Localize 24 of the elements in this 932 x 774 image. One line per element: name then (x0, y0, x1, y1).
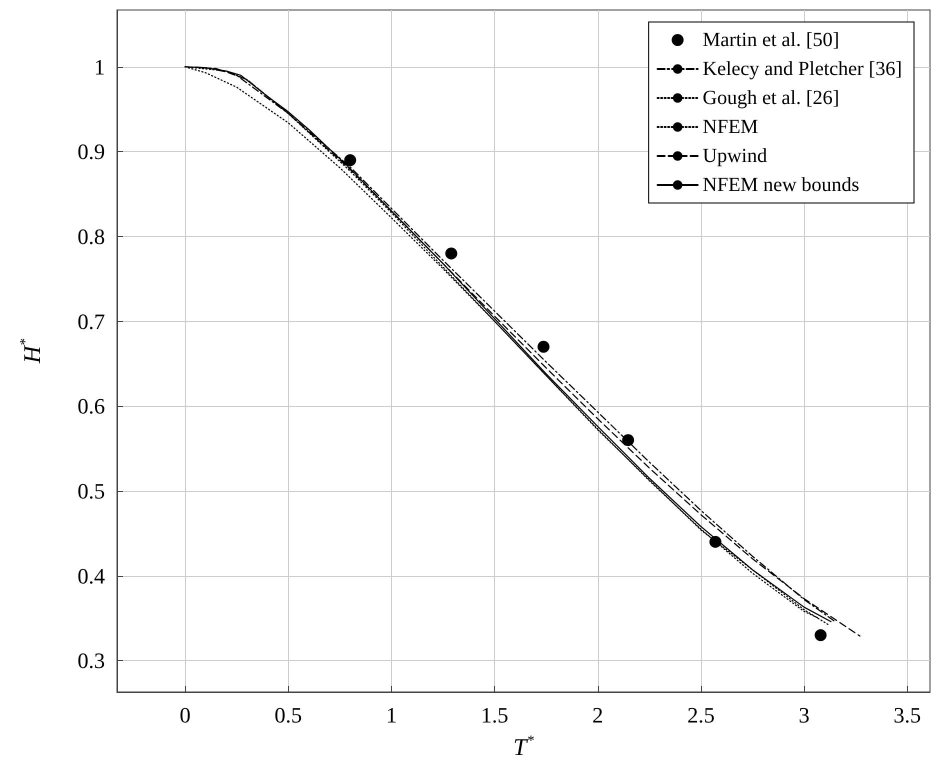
x-axis-title: T* (513, 733, 535, 762)
y-tick-label: 0.4 (78, 563, 105, 588)
x-tick-label: 3 (798, 702, 810, 728)
y-tick-label: 0.6 (78, 394, 105, 419)
x-tick-label: 1.5 (480, 702, 508, 728)
y-tick-label: 0.3 (78, 648, 105, 674)
x-tick-label: 0.5 (274, 702, 302, 728)
x-tick-label: 1 (386, 702, 397, 728)
x-tick-label: 0 (180, 702, 191, 728)
y-axis-title: H* (18, 338, 46, 364)
y-tick-label: 1 (94, 54, 105, 80)
y-tick-label: 0.7 (78, 308, 105, 334)
x-tick-label: 2.5 (687, 702, 715, 728)
x-tick-label: 3.5 (894, 702, 922, 728)
legend-label: Gough et al. [26] (702, 87, 840, 109)
y-tick-label: 0.9 (78, 139, 105, 164)
y-tick-label: 0.5 (78, 478, 105, 504)
legend-label: Martin et al. [50] (702, 29, 840, 51)
x-tick-label: 2 (592, 702, 604, 728)
legend-label: NFEM (702, 116, 758, 138)
legend-label: Kelecy and Pletcher [36] (702, 58, 902, 80)
y-tick-label: 0.8 (78, 224, 105, 249)
legend-label: NFEM new bounds (702, 174, 860, 196)
legend-label: Upwind (702, 145, 768, 167)
